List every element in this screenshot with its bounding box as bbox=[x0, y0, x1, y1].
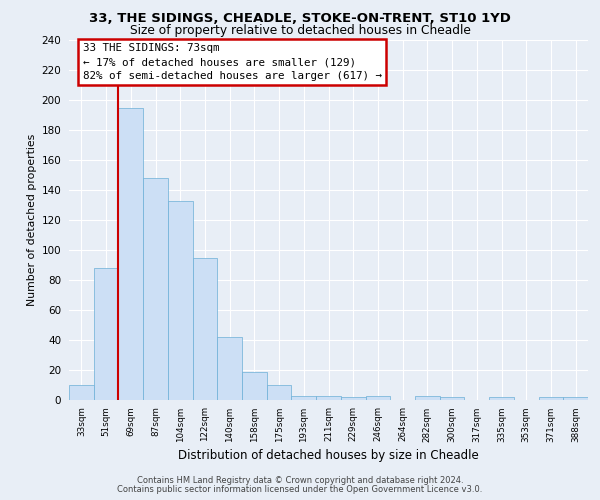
Bar bbox=[341, 397, 365, 400]
Y-axis label: Number of detached properties: Number of detached properties bbox=[28, 134, 37, 306]
Bar bbox=[193, 258, 217, 400]
Bar bbox=[69, 385, 94, 400]
Bar bbox=[365, 396, 390, 400]
Bar bbox=[118, 108, 143, 400]
Bar bbox=[168, 200, 193, 400]
Bar bbox=[267, 385, 292, 400]
Bar bbox=[217, 337, 242, 400]
Bar bbox=[415, 396, 440, 400]
X-axis label: Distribution of detached houses by size in Cheadle: Distribution of detached houses by size … bbox=[178, 448, 479, 462]
Text: 33 THE SIDINGS: 73sqm
← 17% of detached houses are smaller (129)
82% of semi-det: 33 THE SIDINGS: 73sqm ← 17% of detached … bbox=[83, 43, 382, 81]
Bar bbox=[563, 397, 588, 400]
Bar bbox=[316, 396, 341, 400]
Text: Contains public sector information licensed under the Open Government Licence v3: Contains public sector information licen… bbox=[118, 484, 482, 494]
Bar bbox=[94, 268, 118, 400]
Bar bbox=[292, 396, 316, 400]
Text: Contains HM Land Registry data © Crown copyright and database right 2024.: Contains HM Land Registry data © Crown c… bbox=[137, 476, 463, 485]
Bar bbox=[489, 397, 514, 400]
Bar bbox=[440, 397, 464, 400]
Text: 33, THE SIDINGS, CHEADLE, STOKE-ON-TRENT, ST10 1YD: 33, THE SIDINGS, CHEADLE, STOKE-ON-TRENT… bbox=[89, 12, 511, 26]
Bar bbox=[539, 397, 563, 400]
Text: Size of property relative to detached houses in Cheadle: Size of property relative to detached ho… bbox=[130, 24, 470, 37]
Bar bbox=[242, 372, 267, 400]
Bar bbox=[143, 178, 168, 400]
